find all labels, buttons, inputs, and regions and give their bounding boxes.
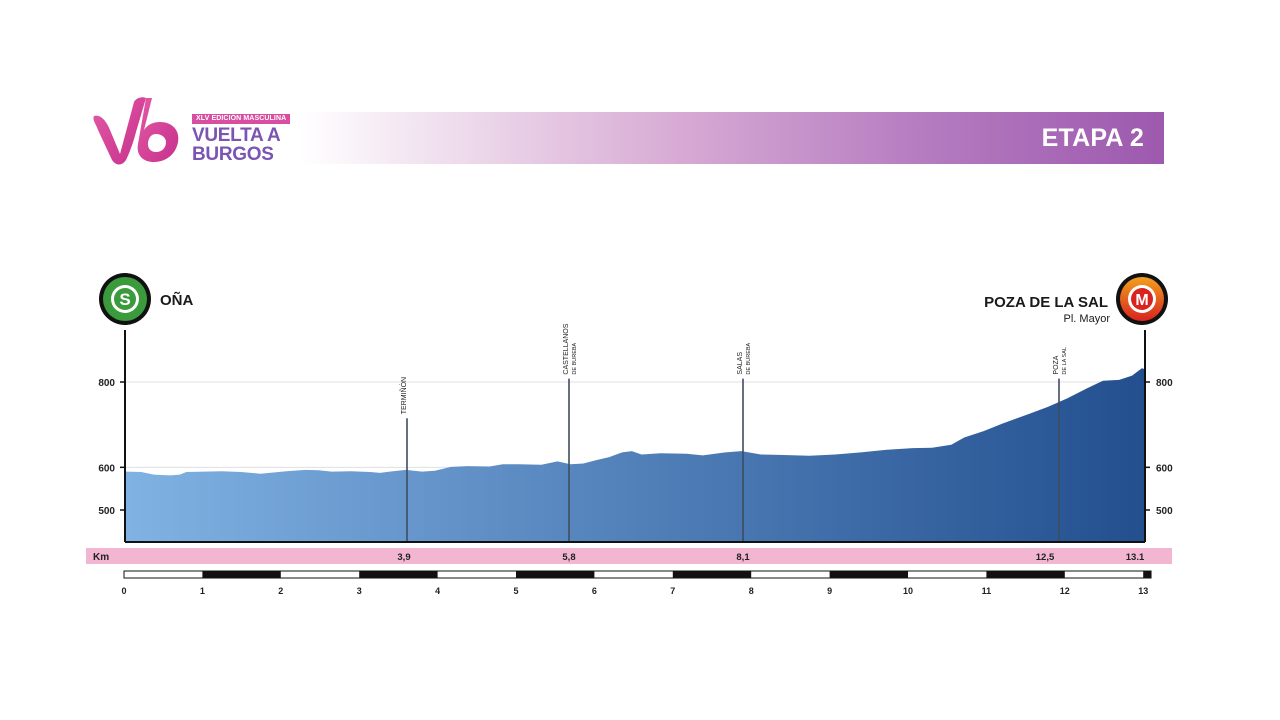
x-tick-label: 3 bbox=[357, 586, 362, 596]
scale-bar-segment bbox=[1143, 571, 1152, 578]
x-tick-label: 6 bbox=[592, 586, 597, 596]
km-mark-label: 8,1 bbox=[736, 552, 750, 563]
x-tick-label: 2 bbox=[278, 586, 283, 596]
y-tick-label-left: 500 bbox=[98, 506, 115, 517]
scale-bar-segment bbox=[986, 571, 1065, 578]
start-badge-letter: S bbox=[119, 290, 130, 309]
scale-bar-segment bbox=[829, 571, 908, 578]
waypoint-sublabel: DE LA SAL bbox=[1062, 347, 1068, 375]
stage-title: ETAPA 2 bbox=[1041, 124, 1144, 152]
elevation-area bbox=[125, 368, 1145, 542]
finish-place-subtitle: Pl. Mayor bbox=[1063, 313, 1110, 325]
x-tick-label: 0 bbox=[121, 586, 126, 596]
scale-bar-segment bbox=[202, 571, 281, 578]
scale-bar-segment bbox=[359, 571, 438, 578]
km-band-label: Km bbox=[93, 552, 109, 563]
x-tick-label: 13 bbox=[1138, 586, 1148, 596]
x-tick-label: 4 bbox=[435, 586, 440, 596]
waypoint-sublabel: DE BUREBA bbox=[572, 342, 578, 374]
km-mark-label: 5,8 bbox=[562, 552, 575, 563]
waypoint-sublabel: DE BUREBA bbox=[746, 342, 752, 374]
scale-bar-segment bbox=[672, 571, 752, 578]
x-tick-label: 1 bbox=[200, 586, 205, 596]
start-place-name: OÑA bbox=[160, 292, 194, 309]
logo-edition-tag: XLV EDICIÓN MASCULINA bbox=[192, 114, 291, 124]
x-tick-label: 8 bbox=[749, 586, 754, 596]
scale-bar-frame bbox=[123, 570, 1152, 579]
waypoint-label: TERMIÑÓN bbox=[399, 377, 408, 414]
x-tick-label: 11 bbox=[982, 586, 992, 596]
y-tick-label-left: 600 bbox=[98, 463, 115, 474]
x-tick-label: 9 bbox=[827, 586, 832, 596]
y-tick-label-right: 600 bbox=[1156, 463, 1173, 474]
km-band: Km 3,9 5,8 8,1 12,5 13.1 bbox=[86, 548, 1172, 564]
x-tick-label: 5 bbox=[513, 586, 518, 596]
distance-scale: 0 1 2 3 4 5 6 7 8 9 10 11 12 13 bbox=[121, 570, 1152, 596]
finish-place-name: POZA DE LA SAL bbox=[984, 294, 1108, 311]
finish-marker-icon: M bbox=[1116, 273, 1168, 325]
vb-logo-icon bbox=[93, 97, 179, 165]
x-tick-label: 12 bbox=[1060, 586, 1070, 596]
km-mark-label: 12,5 bbox=[1036, 552, 1055, 563]
y-tick-label-left: 800 bbox=[98, 378, 115, 389]
km-band-bar bbox=[86, 548, 1172, 564]
waypoint-label: SALAS bbox=[737, 352, 744, 375]
y-tick-label-right: 500 bbox=[1156, 506, 1173, 517]
logo-name: VUELTA A BURGOS bbox=[192, 125, 280, 165]
start-marker-icon: S bbox=[99, 273, 151, 325]
km-mark-label: 13.1 bbox=[1126, 552, 1145, 563]
waypoint-label: CASTELLANOS bbox=[563, 323, 570, 374]
vuelta-burgos-logo: XLV EDICIÓN MASCULINA VUELTA A BURGOS bbox=[88, 92, 291, 170]
waypoint-label: POZA bbox=[1053, 355, 1060, 374]
x-tick-label: 10 bbox=[903, 586, 913, 596]
scale-bar-segment bbox=[516, 571, 595, 578]
x-tick-label: 7 bbox=[670, 586, 675, 596]
stage-banner: ETAPA 2 bbox=[300, 112, 1164, 164]
km-mark-label: 3,9 bbox=[397, 552, 410, 563]
y-axes: 500 500 600 600 800 800 bbox=[98, 330, 1173, 543]
finish-badge-letter: M bbox=[1135, 292, 1148, 309]
y-tick-label-right: 800 bbox=[1156, 378, 1173, 389]
